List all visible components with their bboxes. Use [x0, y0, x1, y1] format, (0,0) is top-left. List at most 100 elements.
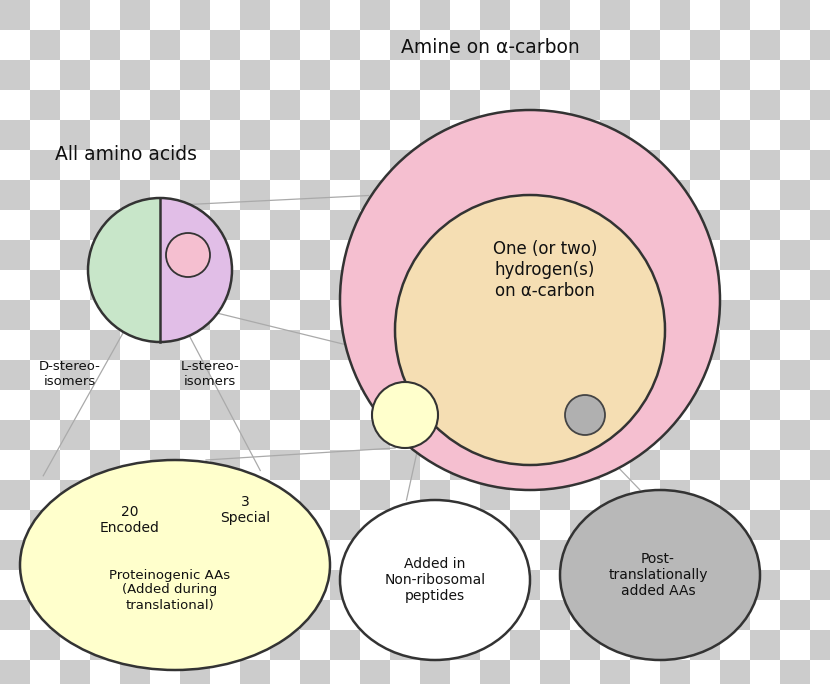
- Bar: [270, 540, 300, 570]
- Bar: [270, 270, 300, 300]
- Bar: [450, 120, 480, 150]
- Bar: [630, 30, 660, 60]
- Bar: [210, 180, 240, 210]
- Bar: [600, 420, 630, 450]
- Bar: [540, 90, 570, 120]
- Bar: [630, 570, 660, 600]
- Bar: [570, 60, 600, 90]
- Bar: [690, 540, 720, 570]
- Bar: [750, 300, 780, 330]
- Bar: [450, 300, 480, 330]
- Bar: [630, 300, 660, 330]
- Bar: [60, 570, 90, 600]
- Bar: [150, 30, 180, 60]
- Bar: [570, 300, 600, 330]
- Bar: [750, 120, 780, 150]
- Bar: [690, 180, 720, 210]
- Bar: [30, 210, 60, 240]
- Bar: [630, 120, 660, 150]
- Bar: [600, 60, 630, 90]
- Bar: [630, 150, 660, 180]
- Bar: [360, 420, 390, 450]
- Bar: [510, 510, 540, 540]
- Bar: [150, 330, 180, 360]
- Bar: [720, 420, 750, 450]
- Bar: [570, 360, 600, 390]
- Bar: [270, 180, 300, 210]
- Bar: [420, 510, 450, 540]
- Bar: [270, 30, 300, 60]
- Bar: [570, 570, 600, 600]
- Bar: [240, 600, 270, 630]
- Bar: [120, 480, 150, 510]
- Bar: [330, 300, 360, 330]
- Bar: [810, 390, 830, 420]
- Bar: [630, 600, 660, 630]
- Bar: [300, 60, 330, 90]
- Bar: [510, 630, 540, 660]
- Bar: [600, 660, 630, 684]
- Bar: [30, 450, 60, 480]
- Bar: [540, 360, 570, 390]
- Bar: [600, 90, 630, 120]
- Bar: [540, 510, 570, 540]
- Bar: [120, 270, 150, 300]
- Bar: [720, 90, 750, 120]
- Bar: [420, 210, 450, 240]
- Bar: [750, 570, 780, 600]
- Bar: [480, 150, 510, 180]
- Bar: [810, 0, 830, 30]
- Bar: [540, 420, 570, 450]
- Bar: [390, 180, 420, 210]
- Bar: [510, 0, 540, 30]
- Bar: [660, 240, 690, 270]
- Bar: [270, 510, 300, 540]
- Bar: [180, 0, 210, 30]
- Bar: [120, 450, 150, 480]
- Bar: [480, 450, 510, 480]
- Bar: [720, 570, 750, 600]
- Bar: [660, 180, 690, 210]
- Bar: [750, 330, 780, 360]
- Bar: [750, 510, 780, 540]
- Bar: [750, 60, 780, 90]
- Bar: [240, 570, 270, 600]
- Bar: [300, 540, 330, 570]
- Bar: [300, 660, 330, 684]
- Bar: [780, 150, 810, 180]
- Bar: [690, 660, 720, 684]
- Bar: [510, 450, 540, 480]
- Bar: [0, 180, 30, 210]
- Bar: [360, 300, 390, 330]
- Bar: [240, 360, 270, 390]
- Bar: [780, 420, 810, 450]
- Bar: [540, 390, 570, 420]
- Bar: [150, 0, 180, 30]
- Bar: [720, 0, 750, 30]
- Bar: [690, 300, 720, 330]
- Bar: [660, 120, 690, 150]
- Bar: [90, 150, 120, 180]
- Bar: [0, 450, 30, 480]
- Bar: [210, 150, 240, 180]
- Bar: [90, 660, 120, 684]
- Text: Post-
translationally
added AAs: Post- translationally added AAs: [608, 552, 708, 598]
- Bar: [480, 360, 510, 390]
- Bar: [120, 90, 150, 120]
- Bar: [0, 120, 30, 150]
- Bar: [780, 330, 810, 360]
- Bar: [450, 150, 480, 180]
- Bar: [360, 240, 390, 270]
- Bar: [360, 120, 390, 150]
- Bar: [240, 30, 270, 60]
- Bar: [360, 60, 390, 90]
- Bar: [0, 420, 30, 450]
- Text: 3
Special: 3 Special: [220, 495, 270, 525]
- Bar: [720, 540, 750, 570]
- Bar: [690, 210, 720, 240]
- Bar: [390, 360, 420, 390]
- Bar: [120, 660, 150, 684]
- Bar: [330, 450, 360, 480]
- Bar: [120, 210, 150, 240]
- Bar: [420, 420, 450, 450]
